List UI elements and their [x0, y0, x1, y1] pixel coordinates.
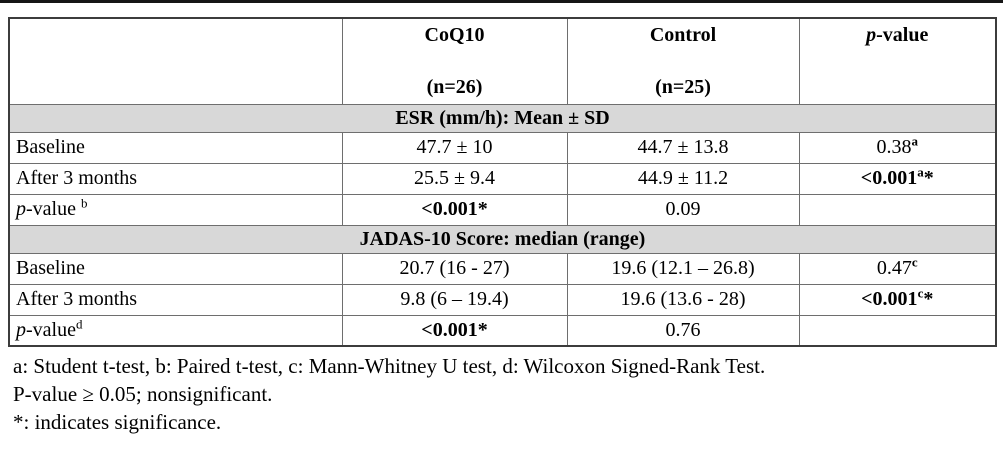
header-corner-cell	[8, 17, 343, 105]
coq10-group-n: (n=26)	[426, 76, 483, 98]
row-label: After 3 months	[8, 162, 343, 195]
row-label-rest: -value	[26, 318, 76, 341]
section-band-jadas: JADAS-10 Score: median (range)	[8, 224, 997, 254]
row-label-rest: -value	[26, 198, 81, 220]
coq10-group-label: CoQ10	[424, 24, 485, 46]
pvalue-header-rest: -value	[876, 24, 929, 46]
pvalue-cell	[798, 193, 997, 226]
coq10-value: 47.7 ± 10	[341, 131, 568, 164]
row-label: After 3 months	[8, 283, 343, 316]
footnote-ref-a: a	[911, 133, 919, 149]
row-label: Baseline	[8, 252, 343, 285]
control-value: 44.9 ± 11.2	[566, 162, 800, 195]
control-value: 0.76	[566, 314, 800, 347]
caption-separator-rule	[0, 0, 1003, 3]
footnote-significance: *: indicates significance.	[13, 410, 222, 434]
row-label-p: p	[16, 318, 26, 341]
footnote-ref-a: a	[917, 164, 924, 180]
significance-star: *	[923, 288, 934, 310]
table-row-jadas-baseline: Baseline 20.7 (16 - 27) 19.6 (12.1 – 26.…	[8, 252, 997, 285]
pvalue-number: 0.47	[876, 257, 912, 279]
pvalue-cell: 0.38a	[798, 131, 997, 164]
header-control-cell: Control (n=25)	[566, 17, 800, 105]
table-row-jadas-after3m: After 3 months 9.8 (6 – 19.4) 19.6 (13.6…	[8, 283, 997, 316]
coq10-value: 25.5 ± 9.4	[341, 162, 568, 195]
section-title-jadas: JADAS-10 Score: median (range)	[8, 224, 997, 254]
significance-star: *	[923, 167, 934, 189]
pvalue-number: <0.001	[860, 167, 918, 189]
coq10-value: 20.7 (16 - 27)	[341, 252, 568, 285]
footnote-ref-c: c	[911, 254, 918, 270]
coq10-value: 9.8 (6 – 19.4)	[341, 283, 568, 316]
table-row-esr-baseline: Baseline 47.7 ± 10 44.7 ± 13.8 0.38a	[8, 131, 997, 164]
pvalue-cell: <0.001a*	[798, 162, 997, 195]
control-group-label: Control	[649, 24, 717, 46]
coq10-value: <0.001*	[341, 314, 568, 347]
control-value: 19.6 (13.6 - 28)	[566, 283, 800, 316]
header-coq10-cell: CoQ10 (n=26)	[341, 17, 568, 105]
section-band-esr: ESR (mm/h): Mean ± SD	[8, 103, 997, 133]
pvalue-number: 0.38	[876, 136, 912, 158]
control-value: 0.09	[566, 193, 800, 226]
footnote-ref-b: b	[80, 195, 88, 211]
pvalue-cell	[798, 314, 997, 347]
section-title-esr: ESR (mm/h): Mean ± SD	[8, 103, 997, 133]
control-group-n: (n=25)	[655, 76, 711, 98]
row-label: Baseline	[8, 131, 343, 164]
footnote-ref-c: c	[917, 285, 924, 301]
pvalue-cell: 0.47c	[798, 252, 997, 285]
pvalue-number: <0.001	[861, 288, 918, 310]
table-footnotes: a: Student t-test, b: Paired t-test, c: …	[13, 352, 765, 436]
table-row-esr-after3m: After 3 months 25.5 ± 9.4 44.9 ± 11.2 <0…	[8, 162, 997, 195]
table-row-jadas-pvalue: p-valued <0.001* 0.76	[8, 314, 997, 347]
row-label: p-valued	[8, 314, 343, 347]
row-label: p-value b	[8, 193, 343, 226]
footnote-tests: a: Student t-test, b: Paired t-test, c: …	[13, 354, 766, 378]
footnote-ref-d: d	[75, 316, 83, 332]
table-header-row: CoQ10 (n=26) Control (n=25) p-value	[8, 17, 997, 105]
control-value: 44.7 ± 13.8	[566, 131, 800, 164]
pvalue-header-p: p	[866, 24, 877, 46]
pvalue-cell: <0.001c*	[798, 283, 997, 316]
results-table: CoQ10 (n=26) Control (n=25) p-value ESR …	[8, 17, 997, 347]
control-value: 19.6 (12.1 – 26.8)	[566, 252, 800, 285]
coq10-value: <0.001*	[341, 193, 568, 226]
row-label-p: p	[16, 198, 26, 220]
header-pvalue-cell: p-value	[798, 17, 997, 105]
table-row-esr-pvalue: p-value b <0.001* 0.09	[8, 193, 997, 226]
footnote-nonsignificance: P-value ≥ 0.05; nonsignificant.	[13, 382, 273, 406]
